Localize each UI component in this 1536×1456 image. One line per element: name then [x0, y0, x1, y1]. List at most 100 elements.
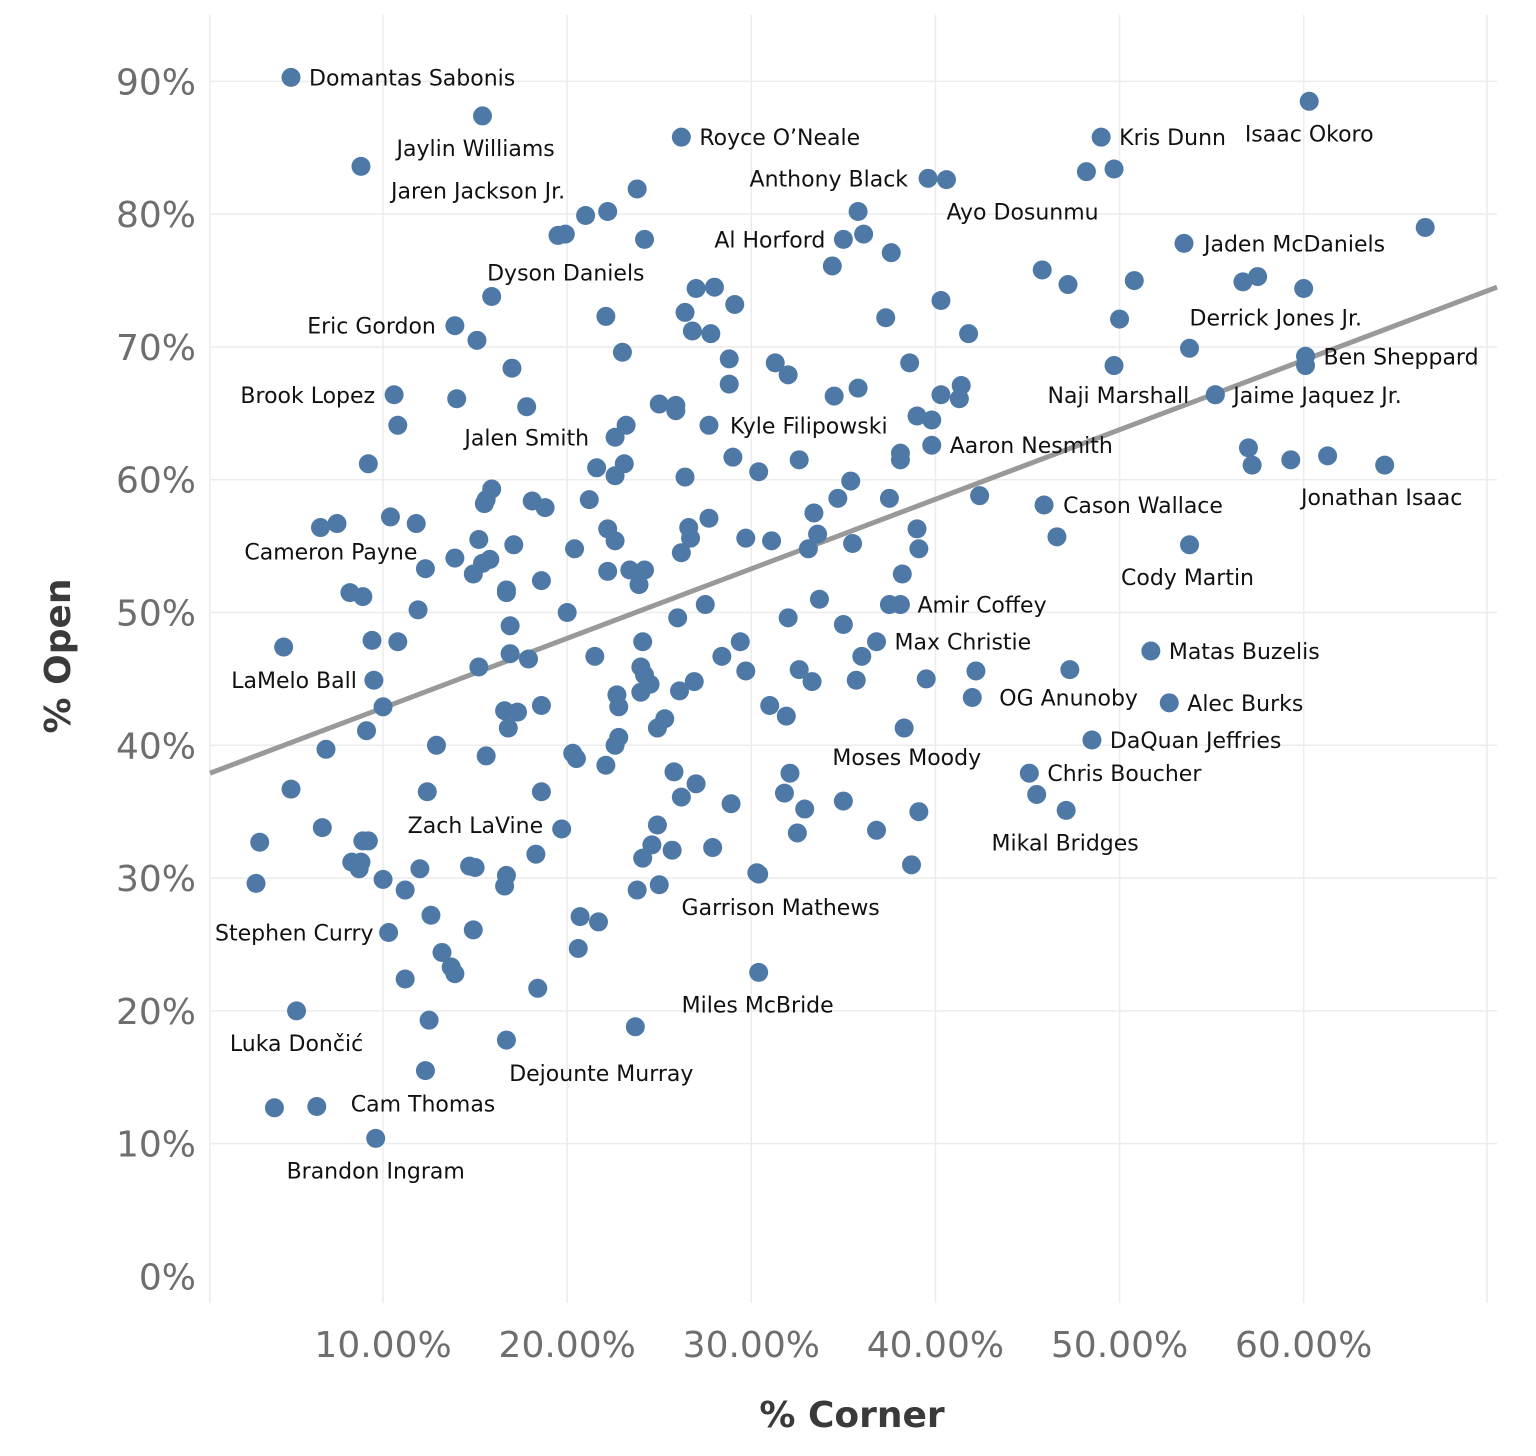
data-point — [682, 321, 702, 341]
data-point — [568, 938, 588, 958]
data-point — [901, 855, 921, 875]
data-point — [287, 1001, 307, 1021]
data-point — [415, 1061, 435, 1081]
data-point — [616, 415, 636, 435]
data-point — [364, 670, 384, 690]
data-point — [1299, 91, 1319, 111]
y-tick-label: 30% — [116, 859, 196, 900]
data-point — [723, 447, 743, 467]
data-point — [246, 873, 266, 893]
data-point — [1294, 279, 1314, 299]
data-point — [854, 224, 874, 244]
data-point — [576, 206, 596, 226]
data-point — [900, 353, 920, 373]
point-label: Domantas Sabonis — [309, 66, 515, 91]
data-point — [310, 518, 330, 538]
point-label: Naji Marshall — [1048, 384, 1190, 409]
data-point — [1104, 356, 1124, 376]
data-point — [749, 864, 769, 884]
data-point — [612, 342, 632, 362]
data-point — [719, 349, 739, 369]
data-point — [579, 490, 599, 510]
y-tick-label: 70% — [116, 328, 196, 369]
data-point — [951, 375, 971, 395]
data-point — [531, 782, 551, 802]
data-point — [749, 962, 769, 982]
data-point — [668, 608, 688, 628]
data-point — [822, 256, 842, 276]
point-label: Amir Coffey — [917, 594, 1046, 619]
data-point — [670, 681, 690, 701]
data-point — [1019, 763, 1039, 783]
point-label: Cason Wallace — [1063, 494, 1223, 519]
data-point — [649, 394, 669, 414]
data-point — [894, 718, 914, 738]
data-point — [649, 875, 669, 895]
data-point — [671, 787, 691, 807]
point-label: Brandon Ingram — [287, 1159, 465, 1184]
data-point — [605, 531, 625, 551]
point-label: Dyson Daniels — [487, 261, 644, 286]
data-point — [531, 695, 551, 715]
data-point — [1056, 800, 1076, 820]
data-point — [736, 528, 756, 548]
data-point — [1375, 455, 1395, 475]
point-label: Ayo Dosunmu — [946, 201, 1098, 226]
data-point — [469, 657, 489, 677]
data-point — [598, 202, 618, 222]
point-label: OG Anunoby — [999, 687, 1138, 712]
point-label: Moses Moody — [832, 746, 981, 771]
data-point — [701, 324, 721, 344]
data-point — [679, 518, 699, 538]
data-point — [970, 486, 990, 506]
data-point — [966, 661, 986, 681]
data-point — [780, 763, 800, 783]
data-point — [629, 575, 649, 595]
data-point — [469, 529, 489, 549]
data-point — [625, 1017, 645, 1037]
data-point — [500, 644, 520, 664]
data-point — [736, 661, 756, 681]
data-point — [441, 957, 461, 977]
data-point — [1034, 495, 1054, 515]
data-point — [627, 880, 647, 900]
data-point — [633, 848, 653, 868]
data-point — [496, 865, 516, 885]
data-point — [605, 427, 625, 447]
data-point — [635, 229, 655, 249]
point-label: Brook Lopez — [240, 384, 375, 409]
point-label: Max Christie — [895, 631, 1032, 656]
data-point — [552, 819, 572, 839]
data-point — [384, 385, 404, 405]
data-point — [666, 395, 686, 415]
data-point — [1248, 267, 1268, 287]
x-tick-label: 10.00% — [314, 1325, 451, 1366]
data-point — [642, 835, 662, 855]
data-point — [366, 1128, 386, 1148]
data-point — [496, 580, 516, 600]
data-point — [351, 156, 371, 176]
point-label: Kyle Filipowski — [730, 414, 888, 439]
data-point — [426, 735, 446, 755]
data-point — [675, 467, 695, 487]
data-point — [909, 802, 929, 822]
data-point — [1110, 309, 1130, 329]
data-point — [892, 564, 912, 584]
data-point — [1060, 660, 1080, 680]
data-point — [890, 443, 910, 463]
data-point — [447, 389, 467, 409]
data-point — [699, 415, 719, 435]
data-points — [246, 67, 1435, 1148]
data-point — [1027, 784, 1047, 804]
y-tick-label: 20% — [116, 992, 196, 1033]
data-point — [406, 514, 426, 534]
data-point — [804, 503, 824, 523]
x-tick-label: 50.00% — [1051, 1325, 1188, 1366]
data-point — [922, 435, 942, 455]
y-tick-label: 40% — [116, 726, 196, 767]
data-point — [598, 561, 618, 581]
data-point — [1091, 127, 1111, 147]
data-point — [774, 783, 794, 803]
data-point — [614, 454, 634, 474]
data-point — [931, 290, 951, 310]
